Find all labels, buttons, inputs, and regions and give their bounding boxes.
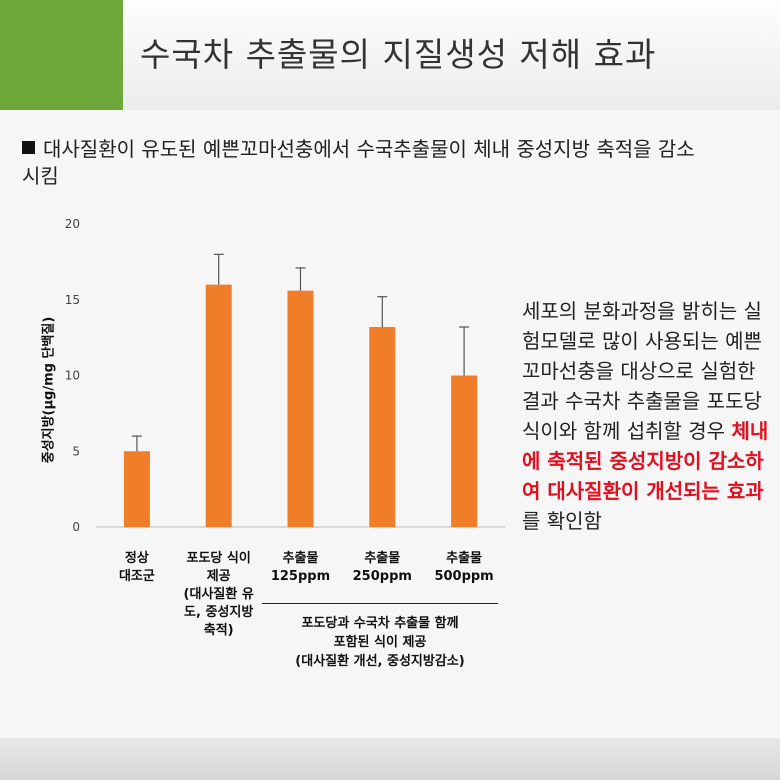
page-title: 수국차 추출물의 지질생성 저해 효과 (140, 35, 657, 74)
x-tick-label-line: (대사질환 유 (183, 587, 254, 602)
description-highlight: 체내에 축적된 중성지방이 감소하여 대사질환이 개선되는 효과 (522, 419, 769, 503)
y-tick-label: 0 (72, 520, 80, 534)
x-tick-label-line: 추출물 (364, 551, 401, 566)
group-label: 포도당과 수국차 추출물 함께 포함된 식이 제공 (대사질환 개선, 중성지방… (262, 614, 498, 671)
accent-block (0, 0, 123, 110)
x-tick-label: 추출물 500ppm (419, 550, 509, 586)
y-tick-label: 15 (65, 293, 80, 307)
bullet-square-icon (22, 141, 35, 154)
x-tick-label: 추출물 250ppm (337, 550, 427, 586)
description-part-1: 세포의 분화과정을 밝히는 실험모델로 많이 사용되는 예쁜꼬마선충을 대상으로… (522, 299, 762, 443)
y-tick-label: 10 (65, 369, 80, 383)
bullet-line-2: 시킴 (22, 164, 59, 188)
x-tick-label-line: 제공 (206, 569, 231, 584)
x-tick-label-line: 추출물 (282, 551, 319, 566)
footer-band (0, 738, 780, 780)
bar (205, 284, 232, 527)
x-tick-label-line: 정상 (124, 551, 149, 566)
y-tick-label: 20 (65, 217, 80, 231)
group-label-line: 포함된 식이 제공 (333, 635, 427, 650)
bar (287, 290, 314, 527)
title-bar (0, 0, 780, 110)
group-label-line: 포도당과 수국차 추출물 함께 (301, 616, 459, 631)
x-tick-label-line: 포도당 식이 (186, 551, 251, 566)
x-tick-label-line: 대조군 (118, 569, 155, 584)
bar (123, 451, 150, 527)
bar-chart: 0 5 10 15 20 (65, 217, 505, 534)
group-label-line: (대사질환 개선, 중성지방감소) (295, 654, 465, 669)
y-axis-label: 중성지방(μg/mg 단백질) (41, 316, 57, 464)
x-tick-label: 추출물 125ppm (256, 550, 346, 586)
group-bracket-line (262, 603, 498, 604)
bullet-line-1: 대사질환이 유도된 예쁜꼬마선충에서 수국추출물이 체내 중성지방 축적을 감소 (43, 137, 695, 161)
bar (369, 327, 396, 527)
x-tick-label-line: 125ppm (270, 569, 331, 584)
bullet-statement: 대사질환이 유도된 예쁜꼬마선충에서 수국추출물이 체내 중성지방 축적을 감소… (22, 136, 762, 190)
description-text: 세포의 분화과정을 밝히는 실험모델로 많이 사용되는 예쁜꼬마선충을 대상으로… (522, 296, 770, 536)
x-tick-label-line: 추출물 (446, 551, 483, 566)
y-tick-label: 5 (72, 444, 80, 458)
x-tick-label-line: 250ppm (352, 569, 412, 584)
x-tick-label-line: 500ppm (434, 569, 494, 584)
x-tick-label-line: 도, 중성지방 (184, 605, 254, 620)
description-part-2: 를 확인함 (522, 509, 602, 533)
x-tick-label-line: 축적) (203, 623, 234, 638)
bar (451, 375, 478, 527)
